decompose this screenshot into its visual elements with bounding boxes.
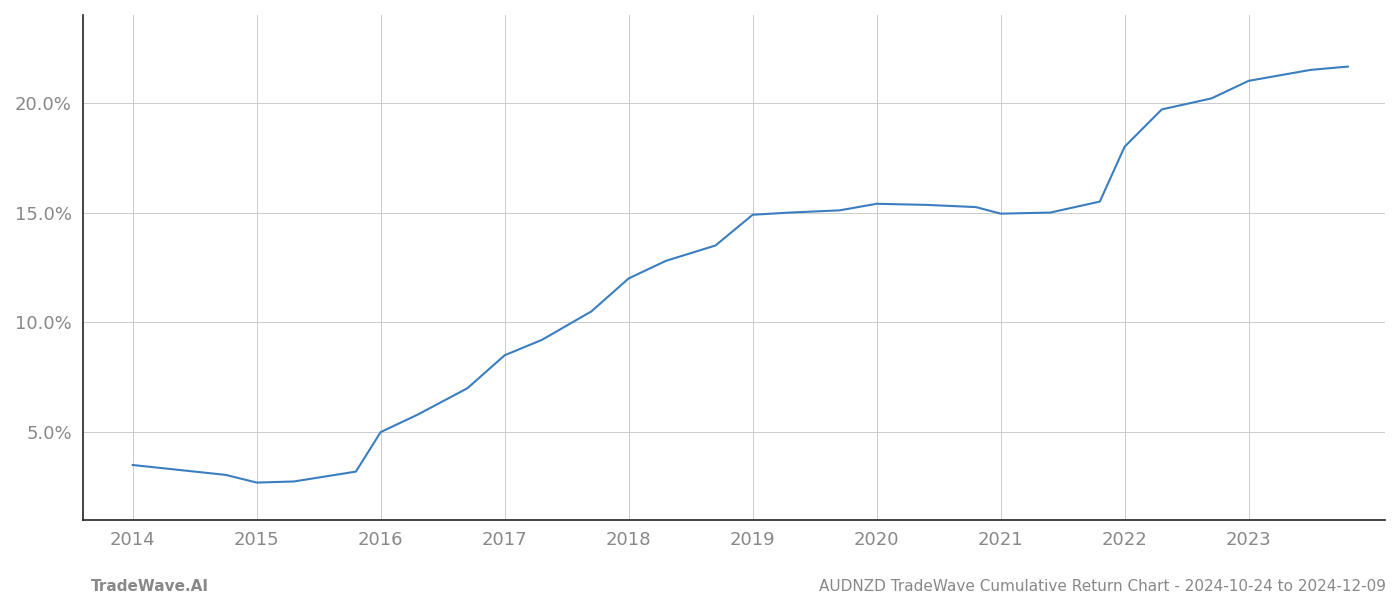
Text: AUDNZD TradeWave Cumulative Return Chart - 2024-10-24 to 2024-12-09: AUDNZD TradeWave Cumulative Return Chart…	[819, 579, 1386, 594]
Text: TradeWave.AI: TradeWave.AI	[91, 579, 209, 594]
